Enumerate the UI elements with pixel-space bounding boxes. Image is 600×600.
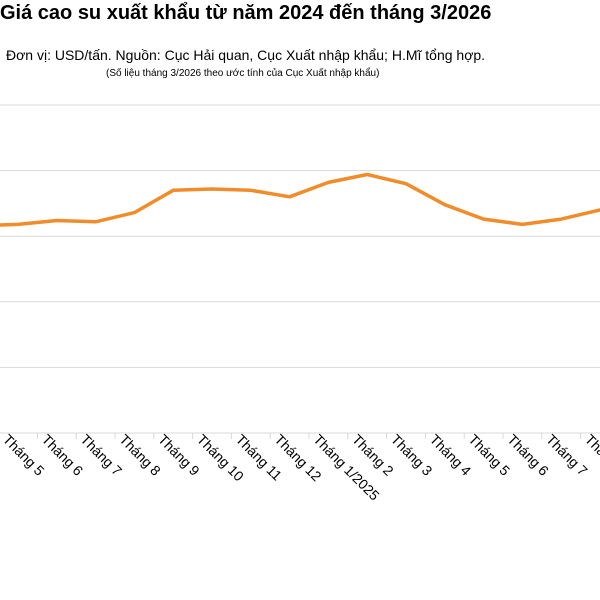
x-tick-label: Tháng 3 — [388, 431, 436, 479]
chart-title: Giá cao su xuất khẩu từ năm 2024 đến thá… — [0, 2, 492, 24]
x-tick-label: Tháng 6 — [39, 431, 87, 479]
chart-note: (Số liệu tháng 3/2026 theo ước tính của … — [106, 68, 380, 79]
x-tick-label: Tháng 4 — [427, 431, 475, 479]
x-tick-label: Tháng 9 — [155, 431, 203, 479]
gridlines — [0, 104, 600, 368]
chart-subtitle: Đơn vị: USD/tấn. Nguồn: Cục Hải quan, Cụ… — [6, 47, 486, 63]
x-axis-ticks — [36, 433, 582, 439]
x-tick-label: Tháng 5 — [466, 431, 514, 479]
series-line — [0, 172, 600, 227]
x-tick-label: Tháng 7 — [543, 431, 591, 479]
x-tick-label: Tháng 5 — [0, 431, 48, 479]
x-tick-label: Tháng 7 — [78, 431, 126, 479]
x-tick-label: Tháng 8 — [116, 431, 164, 479]
x-tick-label: Tháng 6 — [504, 431, 552, 479]
